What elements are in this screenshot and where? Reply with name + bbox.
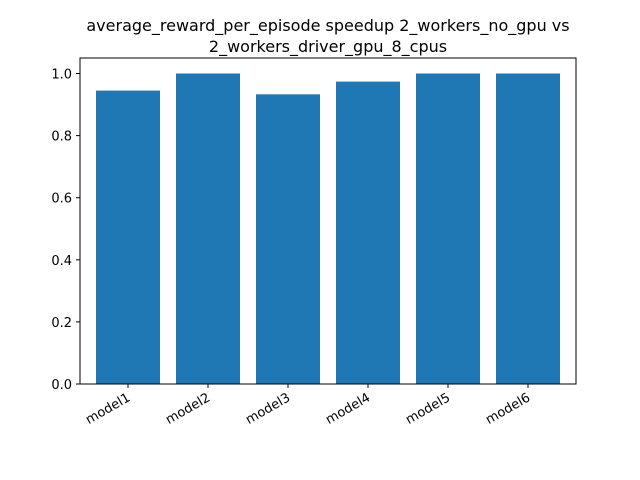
chart-title-line-2: 2_workers_driver_gpu_8_cpus [209, 37, 447, 57]
bar-model3 [256, 94, 320, 384]
bar-model4 [336, 81, 400, 384]
plot-frame [79, 57, 577, 385]
y-tick-label: 0.2 [51, 316, 72, 331]
y-tick-label: 0.8 [51, 130, 72, 145]
bar-model1 [96, 90, 160, 384]
y-tick-label: 0.4 [51, 254, 72, 269]
y-tick-label: 0.6 [51, 192, 72, 207]
bar-model6 [496, 73, 560, 385]
y-tick-label: 1.0 [51, 68, 72, 83]
chart-title-line-1: average_reward_per_episode speedup 2_wor… [86, 16, 569, 36]
bar-model2 [176, 73, 240, 385]
y-tick-label: 0.0 [51, 378, 72, 393]
bars-group [96, 73, 560, 385]
y-axis: 0.0 0.2 0.4 0.6 0.8 1.0 [51, 68, 80, 393]
bar-model5 [416, 73, 480, 385]
